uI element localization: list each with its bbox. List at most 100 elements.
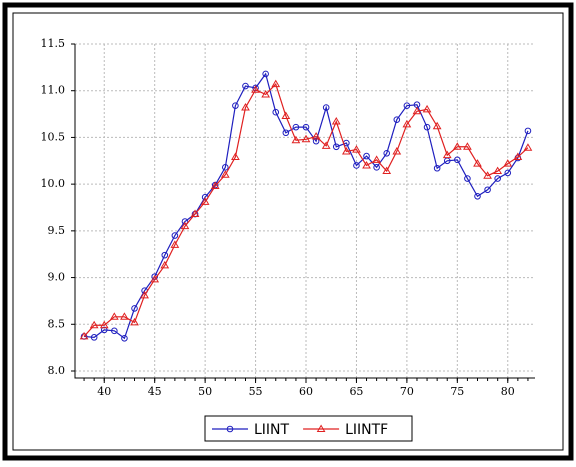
y-tick-label: 11.0 — [41, 84, 66, 97]
triangle-marker — [321, 141, 331, 149]
circle-marker — [242, 82, 249, 90]
circle-marker — [282, 129, 290, 137]
circle-marker — [353, 162, 360, 169]
triangle-marker — [251, 85, 260, 93]
triangle-marker — [190, 209, 200, 218]
triangle-marker — [422, 104, 432, 113]
triangle-marker — [120, 312, 129, 320]
x-tick-label: 50 — [198, 385, 212, 398]
triangle-marker — [392, 146, 402, 155]
triangle-marker — [523, 143, 533, 151]
circle-marker — [302, 123, 310, 131]
x-tick-label: 45 — [148, 385, 162, 398]
triangle-marker — [412, 106, 422, 115]
circle-marker — [222, 164, 229, 171]
circle-marker — [292, 123, 300, 131]
triangle-marker — [180, 221, 190, 230]
triangle-marker — [291, 135, 301, 144]
triangle-marker — [150, 274, 160, 283]
circle-marker — [494, 175, 501, 182]
x-tick-label: 80 — [501, 385, 515, 398]
triangle-marker — [200, 197, 210, 205]
series-line — [84, 72, 529, 340]
circle-marker — [322, 104, 330, 111]
circle-marker — [423, 123, 431, 131]
axis-frame — [74, 44, 535, 379]
triangle-marker — [79, 331, 89, 340]
circle-marker — [393, 116, 401, 123]
circle-marker — [332, 143, 340, 151]
circle-marker — [363, 152, 370, 160]
circle-marker — [524, 127, 532, 135]
circle-marker — [232, 102, 239, 109]
triangle-marker — [130, 317, 139, 326]
circle-marker — [226, 425, 234, 433]
triangle-marker — [463, 142, 472, 150]
legend-label: LIINT — [254, 422, 290, 438]
triangle-marker — [513, 152, 523, 161]
x-tick-label: 75 — [450, 385, 464, 398]
triangle-marker — [140, 290, 149, 299]
x-tick-label: 40 — [97, 385, 111, 398]
triangle-marker — [220, 170, 230, 178]
triangle-marker — [341, 146, 351, 155]
circle-marker — [111, 327, 118, 335]
circle-marker — [373, 164, 380, 171]
circle-marker — [171, 232, 179, 239]
triangle-marker — [362, 160, 371, 169]
inner-frame — [12, 12, 564, 451]
triangle-marker — [473, 159, 482, 167]
triangle-marker — [261, 89, 271, 98]
circle-marker — [100, 326, 108, 334]
triangle-marker — [160, 260, 170, 269]
triangle-marker — [452, 142, 462, 150]
circle-marker — [272, 108, 280, 116]
triangle-marker — [493, 166, 503, 175]
outer-frame — [2, 2, 574, 461]
circle-marker — [474, 192, 481, 200]
circle-marker — [262, 70, 269, 78]
y-tick-label: 10.0 — [41, 177, 66, 190]
triangle-marker — [382, 166, 392, 175]
triangle-marker — [170, 240, 180, 248]
triangle-marker — [231, 152, 240, 161]
triangle-marker — [271, 79, 281, 88]
triangle-marker — [301, 134, 311, 143]
triangle-marker — [210, 181, 220, 190]
triangle-marker — [241, 103, 250, 111]
triangle-marker — [432, 121, 442, 130]
y-tick-label: 9.0 — [48, 271, 66, 284]
triangle-marker — [372, 155, 381, 163]
x-tick-label: 60 — [299, 385, 313, 398]
circle-marker — [131, 305, 138, 312]
circle-marker — [464, 175, 471, 182]
legend: LIINT LIINTF — [204, 415, 413, 442]
y-tick-label: 8.5 — [48, 317, 66, 330]
y-tick-label: 9.5 — [48, 224, 66, 237]
x-tick-label: 70 — [400, 385, 414, 398]
circle-marker — [90, 334, 98, 341]
circle-marker — [383, 150, 391, 157]
circle-marker — [121, 334, 128, 342]
circle-marker — [504, 169, 512, 177]
circle-marker — [403, 102, 411, 109]
x-tick-label: 65 — [349, 385, 363, 398]
circle-marker — [312, 137, 320, 145]
triangle-marker — [442, 150, 452, 159]
triangle-marker — [316, 424, 326, 432]
triangle-marker — [89, 320, 99, 329]
triangle-marker — [281, 111, 291, 119]
series-line — [83, 83, 529, 337]
triangle-marker — [352, 145, 361, 153]
circle-marker — [484, 186, 491, 194]
circle-marker — [454, 156, 461, 164]
triangle-marker — [311, 131, 321, 140]
x-tick-label: 55 — [249, 385, 263, 398]
triangle-marker — [503, 159, 513, 167]
circle-marker — [181, 218, 189, 225]
y-tick-label: 10.5 — [41, 130, 66, 143]
circle-marker — [161, 251, 169, 259]
y-tick-label: 8.0 — [48, 364, 66, 377]
triangle-marker — [331, 117, 341, 125]
